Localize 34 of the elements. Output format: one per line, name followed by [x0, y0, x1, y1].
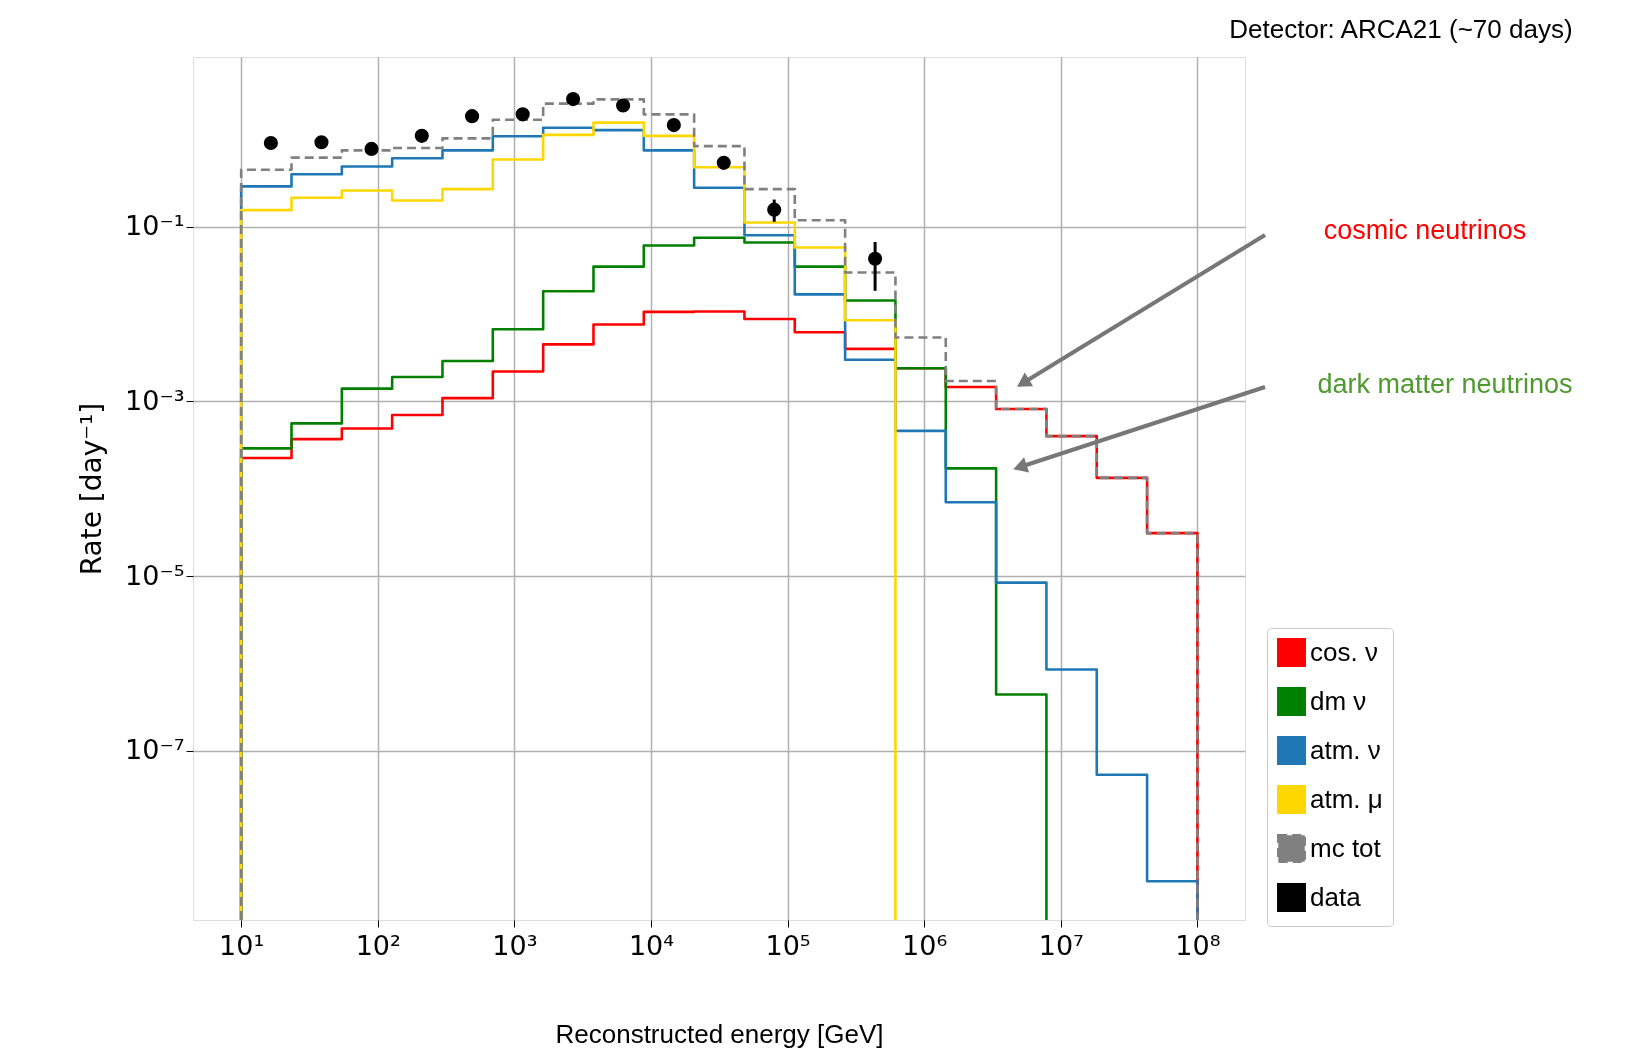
text: Detector: ARCA21 (~70 days)	[1229, 14, 1573, 44]
point	[263, 135, 278, 151]
text: cosmic neutrinos	[1323, 215, 1527, 245]
x-tick-label: 10¹	[219, 929, 265, 961]
point	[616, 98, 631, 113]
y-tick-label: 10⁻³	[125, 384, 185, 416]
x-tick-label: 10²	[355, 929, 401, 961]
legend-label: cos. ν	[1310, 636, 1378, 667]
point	[414, 128, 429, 143]
point	[566, 92, 581, 107]
point	[716, 155, 731, 170]
x-tick-label: 10⁷	[1038, 929, 1084, 961]
point	[767, 202, 782, 217]
x-axis-title: Reconstructed energy [GeV]	[555, 1018, 884, 1049]
point	[515, 107, 530, 122]
y-tick-label: 10⁻⁵	[125, 559, 185, 591]
legend-label: data	[1310, 881, 1362, 912]
legend-label: dm ν	[1310, 685, 1367, 716]
x-tick-label: 10⁵	[765, 929, 811, 961]
y-tick-label: 10⁻¹	[125, 210, 185, 242]
point	[464, 109, 480, 124]
point	[666, 118, 681, 133]
x-tick-label: 10⁸	[1175, 929, 1221, 961]
y-axis-title: Rate [day⁻¹]	[75, 402, 109, 576]
legend-label: atm. μ	[1310, 783, 1383, 814]
point	[314, 135, 329, 150]
x-tick-label: 10³	[492, 929, 538, 961]
legend-label: mc tot	[1310, 832, 1382, 863]
text: dark matter neutrinos	[1317, 369, 1573, 399]
legend-label: atm. ν	[1310, 734, 1381, 765]
y-tick-label: 10⁻⁷	[125, 734, 185, 766]
x-tick-label: 10⁴	[628, 929, 675, 961]
x-tick-label: 10⁶	[902, 929, 948, 961]
point	[364, 141, 379, 156]
